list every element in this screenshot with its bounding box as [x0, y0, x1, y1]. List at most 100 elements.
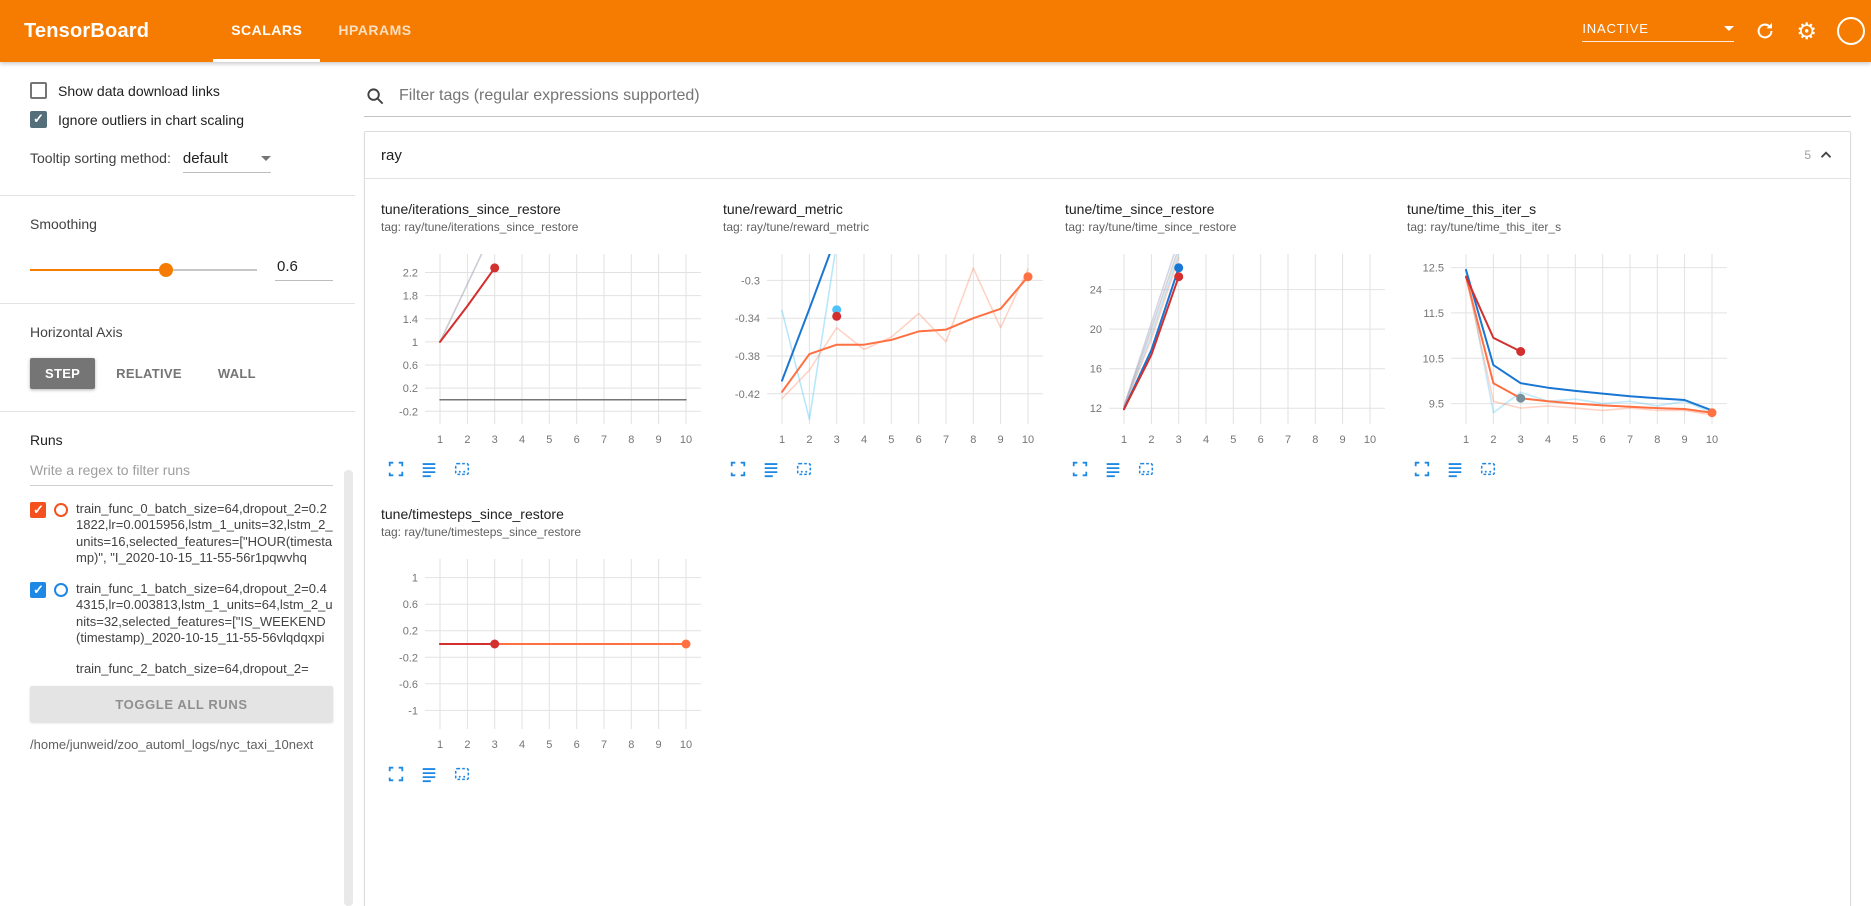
svg-text:0.6: 0.6: [403, 599, 418, 611]
svg-text:5: 5: [1230, 434, 1236, 446]
runs-list: train_func_0_batch_size=64,dropout_2=0.2…: [30, 501, 333, 678]
svg-text:7: 7: [943, 434, 949, 446]
svg-text:2: 2: [806, 434, 812, 446]
fit-domain-icon[interactable]: [1446, 460, 1464, 478]
header-toolbar: INACTIVE ⚙: [1582, 17, 1865, 45]
svg-text:8: 8: [970, 434, 976, 446]
svg-text:10: 10: [1706, 434, 1718, 446]
sidebar-scrollbar[interactable]: [344, 470, 353, 906]
scalar-chart-card: tune/time_since_restore tag: ray/tune/ti…: [1065, 201, 1397, 478]
svg-text:6: 6: [1258, 434, 1264, 446]
axis-button-step[interactable]: STEP: [30, 358, 96, 389]
help-icon[interactable]: [1837, 17, 1865, 45]
show-download-links-row[interactable]: Show data download links: [30, 82, 333, 99]
runs-section: Runs train_func_0_batch_size=64,dropout_…: [0, 412, 355, 764]
smoothing-value[interactable]: 0.6: [275, 258, 333, 281]
pin-card-icon[interactable]: [1479, 460, 1497, 478]
pin-card-icon[interactable]: [795, 460, 813, 478]
chart-title: tune/time_this_iter_s: [1407, 201, 1537, 217]
pin-card-icon[interactable]: [1137, 460, 1155, 478]
fit-domain-icon[interactable]: [1104, 460, 1122, 478]
pin-card-icon[interactable]: [453, 765, 471, 783]
svg-text:4: 4: [1203, 434, 1209, 446]
run-item[interactable]: train_func_0_batch_size=64,dropout_2=0.2…: [30, 501, 333, 566]
chart-title: tune/iterations_since_restore: [381, 201, 561, 217]
ignore-outliers-row[interactable]: Ignore outliers in chart scaling: [30, 111, 333, 128]
settings-gear-icon[interactable]: ⚙: [1796, 17, 1817, 44]
svg-text:1: 1: [437, 434, 443, 446]
smoothing-label: Smoothing: [30, 216, 97, 232]
svg-text:24: 24: [1090, 285, 1102, 297]
chart-title: tune/reward_metric: [723, 201, 843, 217]
axis-button-wall[interactable]: WALL: [217, 366, 256, 381]
svg-text:3: 3: [492, 434, 498, 446]
svg-text:0.6: 0.6: [403, 360, 418, 372]
run-color-circle[interactable]: [54, 583, 68, 597]
chart-tag: tag: ray/tune/reward_metric: [723, 220, 870, 234]
run-checkbox[interactable]: [30, 582, 46, 598]
fullscreen-icon[interactable]: [387, 765, 405, 783]
ignore-outliers-checkbox[interactable]: [30, 111, 47, 128]
show-download-links-checkbox[interactable]: [30, 82, 47, 99]
runs-filter-input[interactable]: [30, 460, 333, 486]
fit-domain-icon[interactable]: [420, 765, 438, 783]
general-settings-section: Show data download links Ignore outliers…: [0, 62, 355, 196]
toggle-all-runs-button[interactable]: TOGGLE ALL RUNS: [30, 686, 333, 722]
tooltip-sorting-value: default: [182, 150, 228, 167]
status-dropdown-value: INACTIVE: [1582, 20, 1649, 36]
run-item[interactable]: train_func_2_batch_size=64,dropout_2=: [30, 661, 333, 678]
chart-plot[interactable]: 9.5 10.5 11.5 12.5 1 2 3 4 5 6 7 8 9 10: [1407, 242, 1739, 452]
svg-text:6: 6: [574, 739, 580, 751]
svg-text:9: 9: [1340, 434, 1346, 446]
svg-text:8: 8: [628, 739, 634, 751]
fullscreen-icon[interactable]: [729, 460, 747, 478]
scalar-chart-card: tune/timesteps_since_restore tag: ray/tu…: [381, 506, 713, 783]
svg-text:9: 9: [656, 434, 662, 446]
refresh-icon[interactable]: [1754, 20, 1776, 42]
tag-group-count: 5: [1804, 148, 1811, 162]
run-item[interactable]: train_func_1_batch_size=64,dropout_2=0.4…: [30, 581, 333, 646]
svg-text:0.2: 0.2: [403, 626, 418, 638]
collapse-chevron-icon[interactable]: [1818, 147, 1834, 163]
run-color-circle[interactable]: [54, 503, 68, 517]
svg-text:-0.34: -0.34: [735, 313, 760, 325]
status-dropdown[interactable]: INACTIVE: [1582, 20, 1735, 42]
run-checkbox[interactable]: [30, 502, 46, 518]
pin-card-icon[interactable]: [453, 460, 471, 478]
svg-text:1.8: 1.8: [403, 291, 418, 303]
chart-plot[interactable]: -1 -0.6 -0.2 0.2 0.6 1 1 2 3 4 5 6 7 8 9 10: [381, 547, 713, 757]
smoothing-slider-thumb[interactable]: [159, 262, 174, 277]
chart-toolbar: [1407, 460, 1739, 478]
tag-group-header[interactable]: ray 5: [365, 132, 1850, 179]
svg-text:7: 7: [601, 434, 607, 446]
chart-plot[interactable]: -0.42 -0.38 -0.34 -0.3 1 2 3 4 5 6 7 8 9 10: [723, 242, 1055, 452]
svg-text:2: 2: [1148, 434, 1154, 446]
fit-domain-icon[interactable]: [762, 460, 780, 478]
tooltip-sorting-dropdown[interactable]: default: [182, 150, 271, 173]
fullscreen-icon[interactable]: [1071, 460, 1089, 478]
axis-button-relative[interactable]: RELATIVE: [116, 366, 182, 381]
svg-text:3: 3: [834, 434, 840, 446]
fullscreen-icon[interactable]: [1413, 460, 1431, 478]
run-label: train_func_2_batch_size=64,dropout_2=: [76, 661, 309, 676]
fit-domain-icon[interactable]: [420, 460, 438, 478]
tag-filter-input[interactable]: [397, 86, 1849, 106]
chart-tag: tag: ray/tune/time_this_iter_s: [1407, 220, 1562, 234]
tab-scalars[interactable]: SCALARS: [213, 0, 321, 62]
tab-hparams[interactable]: HPARAMS: [338, 21, 412, 38]
svg-text:-0.2: -0.2: [399, 406, 418, 418]
svg-text:3: 3: [1176, 434, 1182, 446]
svg-text:10.5: 10.5: [1423, 353, 1444, 365]
svg-text:3: 3: [492, 739, 498, 751]
caret-down-icon: [260, 156, 271, 161]
chart-toolbar: [381, 460, 713, 478]
svg-text:-0.38: -0.38: [735, 351, 760, 363]
svg-text:1: 1: [779, 434, 785, 446]
chart-plot[interactable]: -0.2 0.2 0.6 1 1.4 1.8 2.2 1 2 3 4 5 6 7 8 9 10: [381, 242, 713, 452]
fullscreen-icon[interactable]: [387, 460, 405, 478]
tag-group-name: ray: [381, 146, 402, 164]
svg-text:5: 5: [888, 434, 894, 446]
horizontal-axis-section: Horizontal Axis STEP RELATIVE WALL: [0, 304, 355, 412]
smoothing-slider[interactable]: [30, 262, 257, 277]
